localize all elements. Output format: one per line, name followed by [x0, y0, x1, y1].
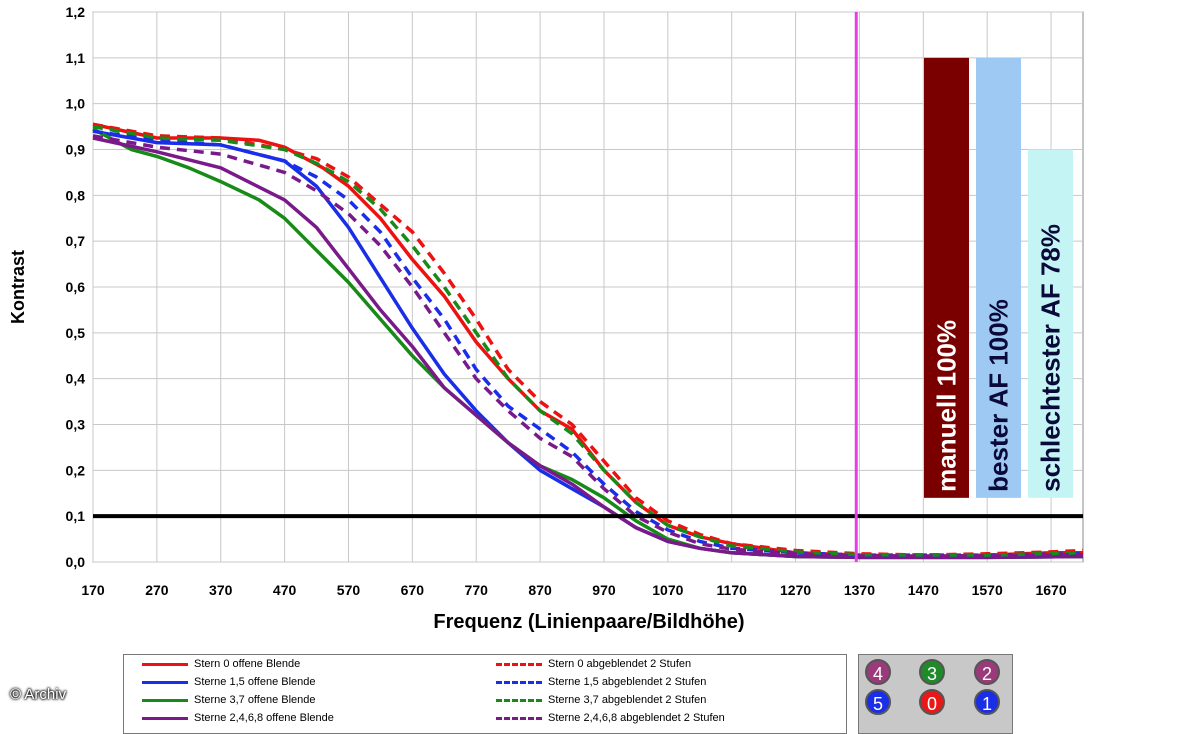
y-tick-label: 1,0	[66, 96, 86, 112]
legend-swatch	[142, 680, 188, 684]
y-tick-label: 0,6	[66, 279, 86, 295]
x-tick-label: 370	[209, 582, 233, 598]
x-tick-label: 770	[465, 582, 489, 598]
x-tick-label: 1670	[1035, 582, 1066, 598]
x-tick-label: 1570	[972, 582, 1003, 598]
star-marker: 5	[865, 689, 891, 715]
x-tick-label: 170	[81, 582, 105, 598]
legend-swatch	[496, 680, 542, 684]
y-tick-label: 0,3	[66, 417, 86, 433]
y-tick-label: 0,1	[66, 508, 86, 524]
series-line	[92, 129, 1084, 557]
x-tick-label: 1270	[780, 582, 811, 598]
legend-item: Sterne 3,7 offene Blende	[142, 692, 316, 708]
legend-item: Stern 0 abgeblendet 2 Stufen	[496, 656, 691, 672]
legend: Stern 0 offene Blende Sterne 1,5 offene B…	[123, 654, 847, 734]
star-marker: 0	[919, 689, 945, 715]
legend-label: Sterne 3,7 offene Blende	[194, 694, 316, 706]
x-tick-label: 1170	[717, 582, 748, 598]
y-axis-label: Kontrast	[8, 250, 28, 324]
legend-item: Sterne 2,4,6,8 offene Blende	[142, 710, 334, 726]
star-marker: 4	[865, 659, 891, 685]
reference-lines	[93, 12, 1083, 562]
series-lines	[92, 122, 1084, 560]
x-tick-label: 570	[337, 582, 361, 598]
af-bar	[924, 57, 969, 498]
legend-label: Stern 0 offene Blende	[194, 658, 301, 670]
series-line	[92, 136, 1084, 560]
x-tick-label: 870	[528, 582, 552, 598]
y-tick-label: 0,0	[66, 554, 86, 570]
legend-label: Stern 0 abgeblendet 2 Stufen	[548, 658, 692, 670]
star-marker: 1	[974, 689, 1000, 715]
x-axis-label: Frequenz (Linienpaare/Bildhöhe)	[433, 611, 744, 633]
y-tick-label: 1,1	[66, 50, 86, 66]
star-marker: 3	[919, 659, 945, 685]
legend-label: Sterne 1,5 abgeblendet 2 Stufen	[548, 676, 707, 688]
legend-label: Sterne 2,4,6,8 abgeblendet 2 Stufen	[548, 712, 725, 724]
legend-label: Sterne 1,5 offene Blende	[194, 676, 316, 688]
af-bar	[976, 57, 1021, 498]
x-tick-label: 1370	[844, 582, 875, 598]
legend-swatch	[142, 698, 188, 702]
y-tick-label: 0,7	[66, 233, 86, 249]
legend-item: Sterne 3,7 abgeblendet 2 Stufen	[496, 692, 706, 708]
legend-item: Sterne 2,4,6,8 abgeblendet 2 Stufen	[496, 710, 725, 726]
x-tick-label: 470	[273, 582, 297, 598]
af-bar-label: bester AF 100%	[984, 299, 1014, 492]
legend-swatch	[496, 716, 542, 720]
star-marker: 2	[974, 659, 1000, 685]
x-tick-label: 270	[145, 582, 169, 598]
y-tick-label: 0,2	[66, 462, 86, 478]
y-tick-label: 0,8	[66, 187, 86, 203]
legend-item: Sterne 1,5 abgeblendet 2 Stufen	[496, 674, 706, 690]
x-tick-label: 970	[592, 582, 616, 598]
legend-label: Sterne 2,4,6,8 offene Blende	[194, 712, 334, 724]
legend-item: Sterne 1,5 offene Blende	[142, 674, 316, 690]
legend-swatch	[496, 698, 542, 702]
star-position-panel: 4 3 2 5 0 1	[858, 654, 1013, 734]
series-line	[92, 124, 1084, 557]
x-tick-label: 1470	[908, 582, 939, 598]
af-bar-label: manuell 100%	[932, 320, 962, 492]
af-bar-label: schlechtester AF 78%	[1036, 224, 1066, 492]
af-bar	[1028, 149, 1073, 498]
legend-swatch	[142, 716, 188, 720]
x-tick-label: 670	[401, 582, 425, 598]
tick-labels: 0,0 0,1 0,2 0,3 0,4 0,5 0,6 0,7 0,8 0,9 1,0 1,1 1,2 1…	[66, 4, 1067, 598]
y-tick-label: 1,2	[66, 4, 86, 20]
af-bars: manuell 100% bester AF 100% schlechtester …	[924, 57, 1073, 498]
y-tick-label: 0,9	[66, 142, 86, 158]
legend-swatch	[496, 662, 542, 666]
legend-item: Stern 0 offene Blende	[142, 656, 300, 672]
legend-swatch	[142, 662, 188, 666]
x-tick-label: 1070	[652, 582, 683, 598]
y-tick-label: 0,4	[66, 371, 86, 387]
copyright-label: © Archiv	[10, 686, 67, 703]
series-line	[92, 134, 1084, 558]
y-tick-label: 0,5	[66, 325, 86, 341]
legend-label: Sterne 3,7 abgeblendet 2 Stufen	[548, 694, 707, 706]
